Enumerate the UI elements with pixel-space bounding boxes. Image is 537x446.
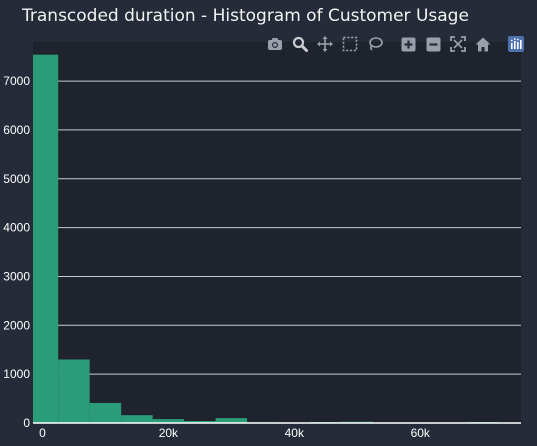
- plotly-logo-icon[interactable]: [507, 35, 525, 53]
- zoom-icon[interactable]: [291, 35, 309, 53]
- pan-icon[interactable]: [316, 35, 334, 53]
- histogram-bar[interactable]: [89, 402, 122, 423]
- y-tick-label: 1000: [3, 367, 30, 381]
- reset-axes-icon[interactable]: [474, 35, 492, 53]
- y-tick-label: 4000: [3, 221, 30, 235]
- lasso-select-icon[interactable]: [366, 35, 384, 53]
- autoscale-icon[interactable]: [449, 35, 467, 53]
- zoom-out-icon[interactable]: [424, 35, 442, 53]
- histogram-bar[interactable]: [215, 418, 248, 423]
- y-tick-label: 6000: [3, 123, 30, 137]
- histogram-bar[interactable]: [33, 54, 59, 423]
- y-tick-label: 3000: [3, 269, 30, 283]
- chart-title: Transcoded duration - Histogram of Custo…: [22, 6, 469, 26]
- y-tick-label: 5000: [3, 172, 30, 186]
- histogram-bar[interactable]: [152, 419, 185, 423]
- plot-area[interactable]: [33, 42, 521, 423]
- x-tick-label: 20k: [159, 426, 179, 440]
- x-tick-label: 60k: [411, 426, 431, 440]
- camera-icon[interactable]: [266, 35, 284, 53]
- zoom-in-icon[interactable]: [399, 35, 417, 53]
- box-select-icon[interactable]: [341, 35, 359, 53]
- histogram-bar[interactable]: [58, 359, 90, 424]
- x-tick-label: 0: [39, 426, 46, 440]
- histogram-bar[interactable]: [121, 415, 153, 423]
- y-tick-label: 2000: [3, 318, 30, 332]
- y-tick-label: 0: [23, 416, 30, 430]
- modebar: [266, 34, 532, 54]
- x-tick-label: 40k: [285, 426, 305, 440]
- y-tick-label: 7000: [3, 74, 30, 88]
- histogram-bar[interactable]: [184, 421, 216, 423]
